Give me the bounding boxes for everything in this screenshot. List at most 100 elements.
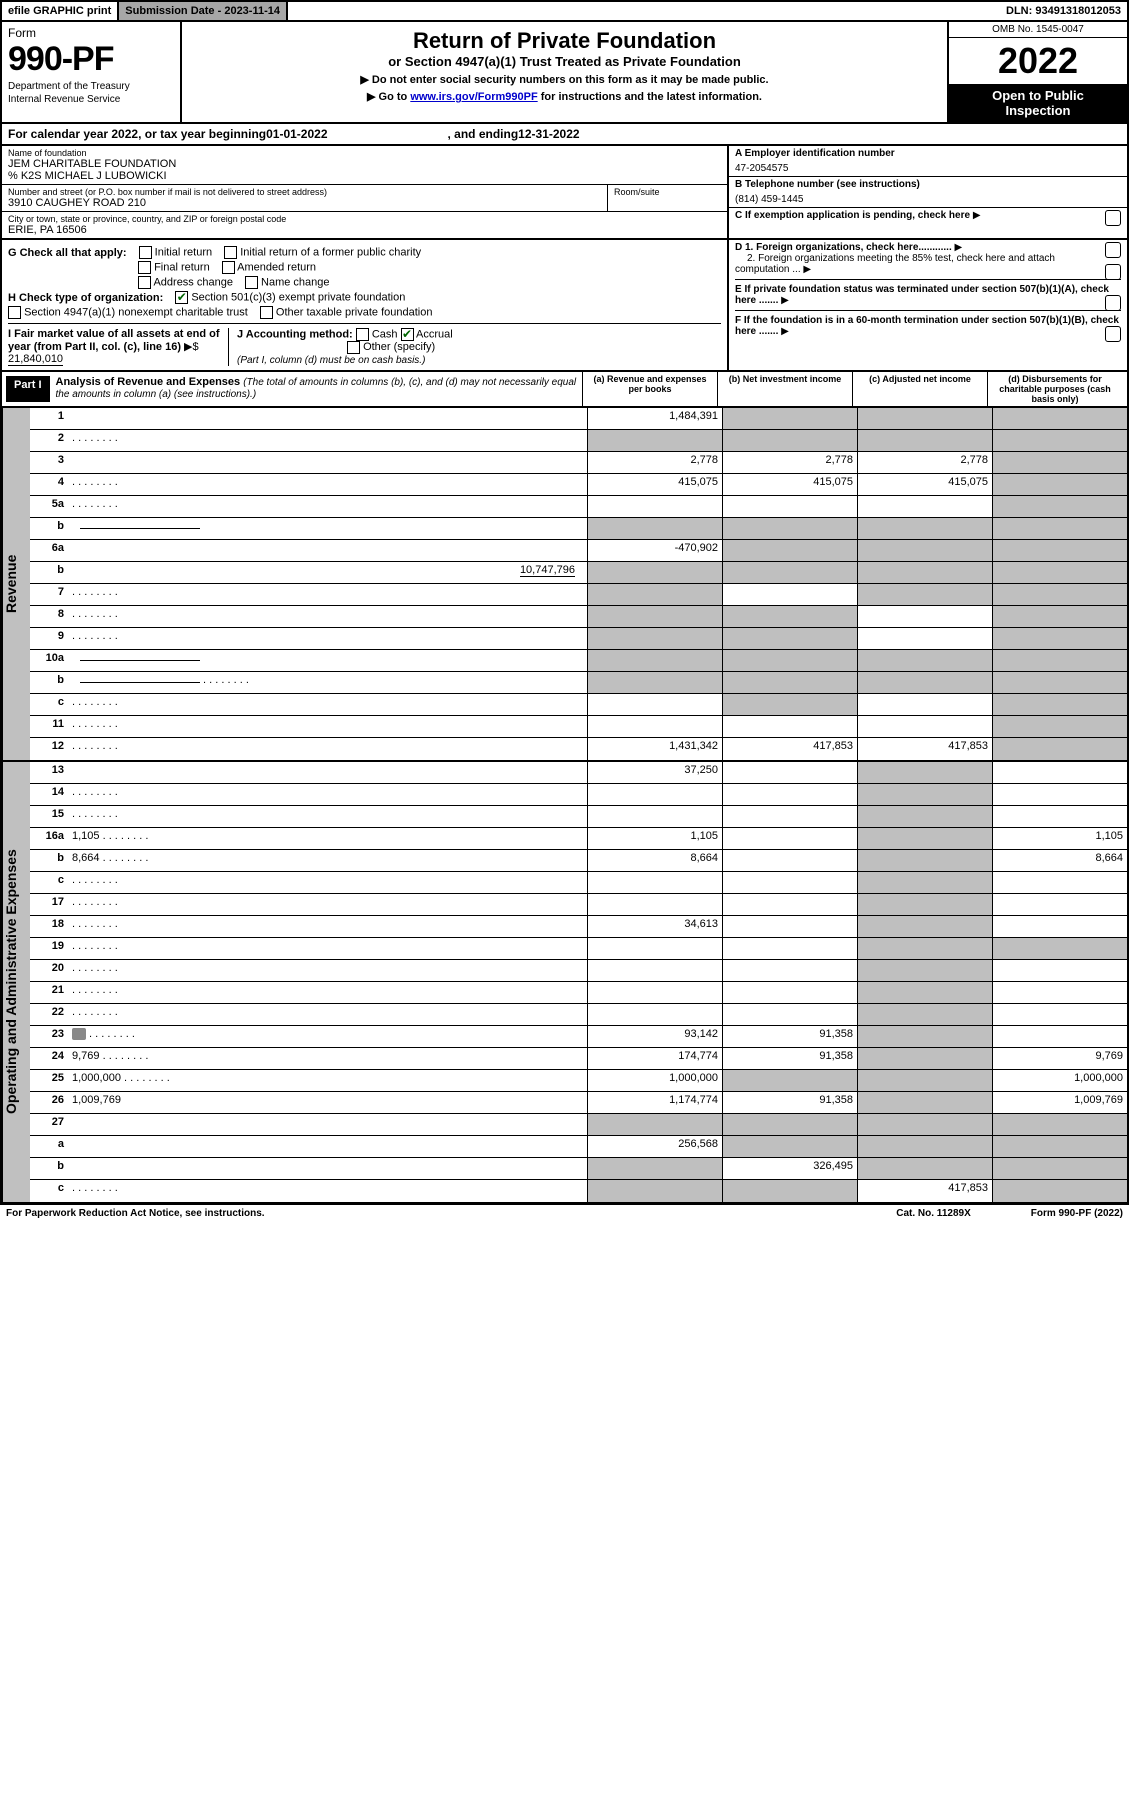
checkbox-cash[interactable] <box>356 328 369 341</box>
cell-c <box>857 518 992 539</box>
cell-c <box>857 1026 992 1047</box>
cell-d <box>992 938 1127 959</box>
cell-c <box>857 1070 992 1091</box>
cell-c <box>857 1158 992 1179</box>
line-number: 22 <box>30 1004 68 1025</box>
cell-b: 91,358 <box>722 1092 857 1113</box>
cell-b <box>722 1004 857 1025</box>
line-number: 2 <box>30 430 68 451</box>
cell-a: 1,484,391 <box>587 408 722 429</box>
cell-d: 8,664 <box>992 850 1127 871</box>
table-row: 32,7782,7782,778 <box>30 452 1127 474</box>
cell-a <box>587 518 722 539</box>
line-description: . . . . . . . . <box>68 628 587 649</box>
cell-c <box>857 1136 992 1157</box>
topbar: efile GRAPHIC print Submission Date - 20… <box>0 0 1129 22</box>
efile-label[interactable]: efile GRAPHIC print <box>2 2 119 20</box>
cell-a <box>587 496 722 517</box>
table-row: 22 . . . . . . . . <box>30 1004 1127 1026</box>
cell-a <box>587 1158 722 1179</box>
cell-c <box>857 828 992 849</box>
cell-a: 174,774 <box>587 1048 722 1069</box>
cell-b: 91,358 <box>722 1048 857 1069</box>
cell-d: 1,000,000 <box>992 1070 1127 1091</box>
cell-a: 1,174,774 <box>587 1092 722 1113</box>
col-b-header: (b) Net investment income <box>717 372 852 406</box>
line-number: 15 <box>30 806 68 827</box>
cell-c <box>857 784 992 805</box>
foundation-name: Name of foundation JEM CHARITABLE FOUNDA… <box>2 146 727 185</box>
line-number: b <box>30 1158 68 1179</box>
form-number: 990-PF <box>8 40 114 78</box>
checkbox-initial-former[interactable] <box>224 246 237 259</box>
cell-c <box>857 1004 992 1025</box>
line-description: 1,009,769 <box>68 1092 587 1113</box>
table-row: 6a-470,902 <box>30 540 1127 562</box>
cell-b <box>722 496 857 517</box>
checkbox-initial-return[interactable] <box>139 246 152 259</box>
submission-date: Submission Date - 2023-11-14 <box>119 2 288 20</box>
checkbox-d2[interactable] <box>1105 264 1121 280</box>
checkbox-e[interactable] <box>1105 295 1121 311</box>
instructions-link[interactable]: www.irs.gov/Form990PF <box>410 91 537 103</box>
checkbox-4947[interactable] <box>8 306 21 319</box>
checkbox-d1[interactable] <box>1105 242 1121 258</box>
checkbox-other-taxable[interactable] <box>260 306 273 319</box>
attachment-icon[interactable] <box>72 1028 86 1040</box>
line-number: 11 <box>30 716 68 737</box>
table-row: 2 . . . . . . . . <box>30 430 1127 452</box>
cell-a: 1,105 <box>587 828 722 849</box>
part-tag: Part I <box>6 376 50 402</box>
cell-a <box>587 784 722 805</box>
cell-a: 1,000,000 <box>587 1070 722 1091</box>
catalog-number: Cat. No. 11289X <box>896 1208 970 1219</box>
table-row: b326,495 <box>30 1158 1127 1180</box>
line-description: . . . . . . . . <box>68 894 587 915</box>
line-description: . . . . . . . . <box>68 960 587 981</box>
row-g: G Check all that apply: Initial return I… <box>8 246 721 259</box>
line-number: 18 <box>30 916 68 937</box>
page-footer: For Paperwork Reduction Act Notice, see … <box>0 1204 1129 1222</box>
checkbox-f[interactable] <box>1105 326 1121 342</box>
box-e: E If private foundation status was termi… <box>735 284 1121 311</box>
line-number: 13 <box>30 762 68 783</box>
cell-d <box>992 1158 1127 1179</box>
cell-a <box>587 628 722 649</box>
checkbox-address-change[interactable] <box>138 276 151 289</box>
cell-b <box>722 430 857 451</box>
line-number: 27 <box>30 1114 68 1135</box>
checkbox-accrual[interactable] <box>401 328 414 341</box>
table-row: 9 . . . . . . . . <box>30 628 1127 650</box>
cell-d: 9,769 <box>992 1048 1127 1069</box>
table-row: c . . . . . . . . <box>30 872 1127 894</box>
cell-d: 1,009,769 <box>992 1092 1127 1113</box>
cell-a: -470,902 <box>587 540 722 561</box>
cell-b: 417,853 <box>722 738 857 760</box>
table-row: 1337,250 <box>30 762 1127 784</box>
cell-c: 417,853 <box>857 1180 992 1202</box>
line-number: c <box>30 872 68 893</box>
cell-a <box>587 982 722 1003</box>
checkbox-name-change[interactable] <box>245 276 258 289</box>
cell-a <box>587 938 722 959</box>
cell-b <box>722 806 857 827</box>
checkbox-other-method[interactable] <box>347 341 360 354</box>
tax-year: 2022 <box>949 38 1127 84</box>
room-suite: Room/suite <box>607 185 727 211</box>
cell-a <box>587 562 722 583</box>
table-row: 19 . . . . . . . . <box>30 938 1127 960</box>
table-row: 249,769 . . . . . . . .174,77491,3589,76… <box>30 1048 1127 1070</box>
cell-b <box>722 584 857 605</box>
checkbox-501c3[interactable] <box>175 291 188 304</box>
cell-a <box>587 960 722 981</box>
cell-b: 2,778 <box>722 452 857 473</box>
cell-b <box>722 694 857 715</box>
checkbox-amended[interactable] <box>222 261 235 274</box>
checkbox-c[interactable] <box>1105 210 1121 226</box>
line-number: c <box>30 1180 68 1202</box>
checkbox-final-return[interactable] <box>138 261 151 274</box>
table-row: b <box>30 518 1127 540</box>
cell-c <box>857 850 992 871</box>
line-number: 10a <box>30 650 68 671</box>
line-description: . . . . . . . . <box>68 938 587 959</box>
